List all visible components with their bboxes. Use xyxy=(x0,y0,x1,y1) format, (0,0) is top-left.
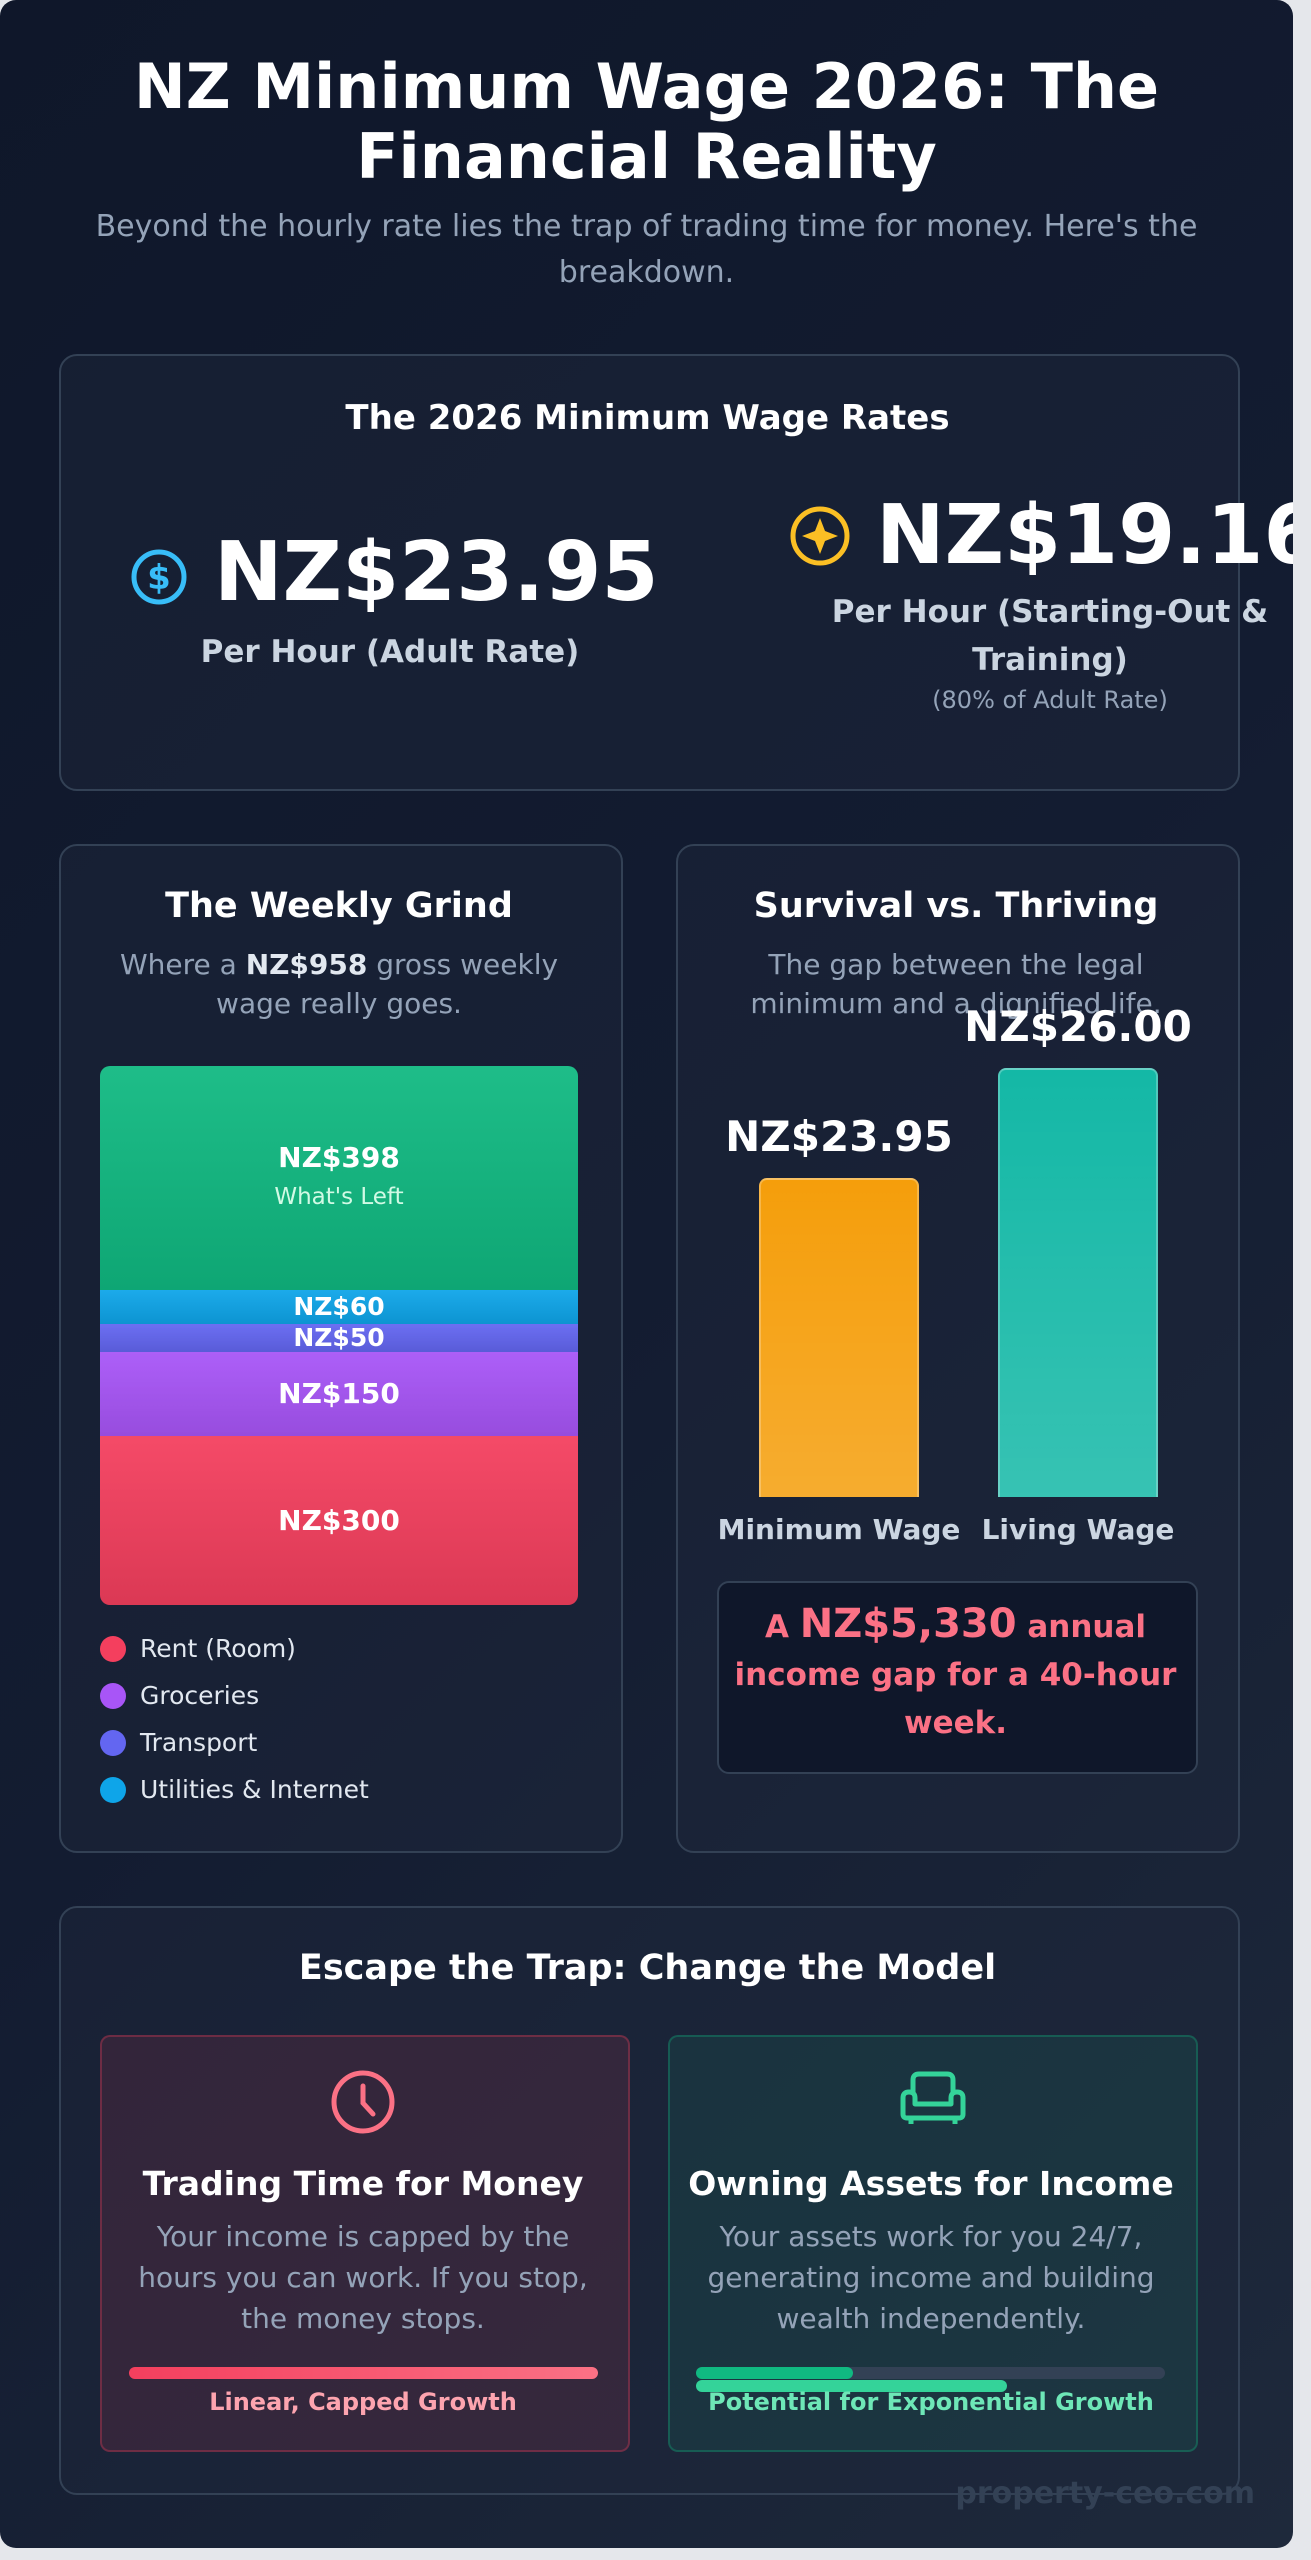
growth-bar xyxy=(696,2367,853,2379)
legend-label: Rent (Room) xyxy=(140,1634,296,1663)
dollar-icon: $ xyxy=(131,549,187,605)
legend-label: Groceries xyxy=(140,1681,260,1710)
time-title: Trading Time for Money xyxy=(142,2164,584,2203)
weekly-subtitle: Where a NZ$958 gross weekly wage really … xyxy=(100,945,578,1023)
assets-title: Owning Assets for Income xyxy=(688,2164,1174,2203)
subtitle-highlight: NZ$958 xyxy=(245,948,368,981)
compass-icon xyxy=(790,506,850,566)
bar-value-label: NZ$26.00 xyxy=(964,1002,1192,1051)
bar xyxy=(998,1068,1158,1497)
subtitle-text: Where a xyxy=(119,948,237,981)
adult-rate-label: Per Hour (Adult Rate) xyxy=(200,634,580,670)
growth-bar xyxy=(696,2380,1007,2392)
callout-text: annual income gap for a 40-hour week. xyxy=(734,1609,1177,1741)
assets-bar-label: Potential for Exponential Growth xyxy=(708,2388,1154,2416)
model-card xyxy=(59,1906,1240,2495)
bar-chart: NZ$23.95 Minimum Wage NZ$26.00 Living Wage xyxy=(676,0,1236,1560)
callout-box xyxy=(717,1581,1198,1774)
bar xyxy=(759,1177,919,1497)
clock-icon xyxy=(331,2070,395,2134)
legend-label: Utilities & Internet xyxy=(140,1775,369,1804)
rates-title: The 2026 Minimum Wage Rates xyxy=(345,398,950,438)
segment-label: NZ$398 xyxy=(278,1140,400,1174)
sofa-icon xyxy=(900,2071,966,2124)
x-tick-label: Living Wage xyxy=(981,1513,1175,1546)
time-bar-label: Linear, Capped Growth xyxy=(209,2388,517,2416)
legend-swatch xyxy=(100,1683,126,1709)
legend-swatch xyxy=(100,1636,126,1662)
training-rate: NZ$19.16 xyxy=(876,488,1293,583)
bar-segment xyxy=(100,1289,578,1324)
assets-text: Your assets work for you 24/7, generatin… xyxy=(707,2220,1155,2335)
bar-segment xyxy=(100,1323,578,1352)
callout-amount: NZ$5,330 xyxy=(799,1601,1017,1647)
survival-title: Survival vs. Thriving xyxy=(753,886,1159,926)
bar-segment xyxy=(100,1436,578,1605)
stacked-bar: NZ$300 NZ$150 NZ$50 NZ$60 NZ$398 What's Left xyxy=(100,1066,578,1605)
bar-segment xyxy=(100,1066,578,1290)
legend-swatch xyxy=(100,1730,126,1756)
segment-label: NZ$50 xyxy=(293,1322,385,1352)
weekly-title: The Weekly Grind xyxy=(165,886,513,926)
subtitle-text: gross weekly wage really goes. xyxy=(216,948,559,1020)
callout-text: A xyxy=(764,1609,789,1645)
time-text: Your income is capped by the hours you c… xyxy=(138,2220,588,2335)
segment-label: NZ$300 xyxy=(278,1503,400,1537)
segment-name: What's Left xyxy=(274,1183,404,1210)
segment-label: NZ$60 xyxy=(293,1291,385,1321)
bar-value-label: NZ$23.95 xyxy=(725,1111,953,1161)
survival-subtitle: The gap between the legal minimum and a … xyxy=(750,948,1162,1020)
legend-label: Transport xyxy=(140,1728,258,1757)
svg-text:$: $ xyxy=(147,558,171,598)
bar-segment xyxy=(100,1351,578,1437)
title: NZ Minimum Wage 2026: The Financial Real… xyxy=(133,50,1160,193)
rates-card xyxy=(59,354,1240,791)
legend-swatch xyxy=(100,1777,126,1803)
footer: property-ceo.com xyxy=(955,2476,1255,2511)
linear-bar xyxy=(129,2367,598,2379)
callout: A NZ$5,330 annual income gap for a 40-ho… xyxy=(727,1600,1184,1747)
training-rate-note: (80% of Adult Rate) xyxy=(932,686,1168,714)
training-rate-label: Per Hour (Starting-Out & Training) xyxy=(831,594,1269,678)
segment-label: NZ$150 xyxy=(278,1377,400,1411)
model-title: Escape the Trap: Change the Model xyxy=(298,1948,997,1988)
subtitle: Beyond the hourly rate lies the trap of … xyxy=(95,209,1198,290)
x-tick-label: Minimum Wage xyxy=(717,1513,961,1546)
adult-rate: NZ$23.95 xyxy=(214,525,659,620)
